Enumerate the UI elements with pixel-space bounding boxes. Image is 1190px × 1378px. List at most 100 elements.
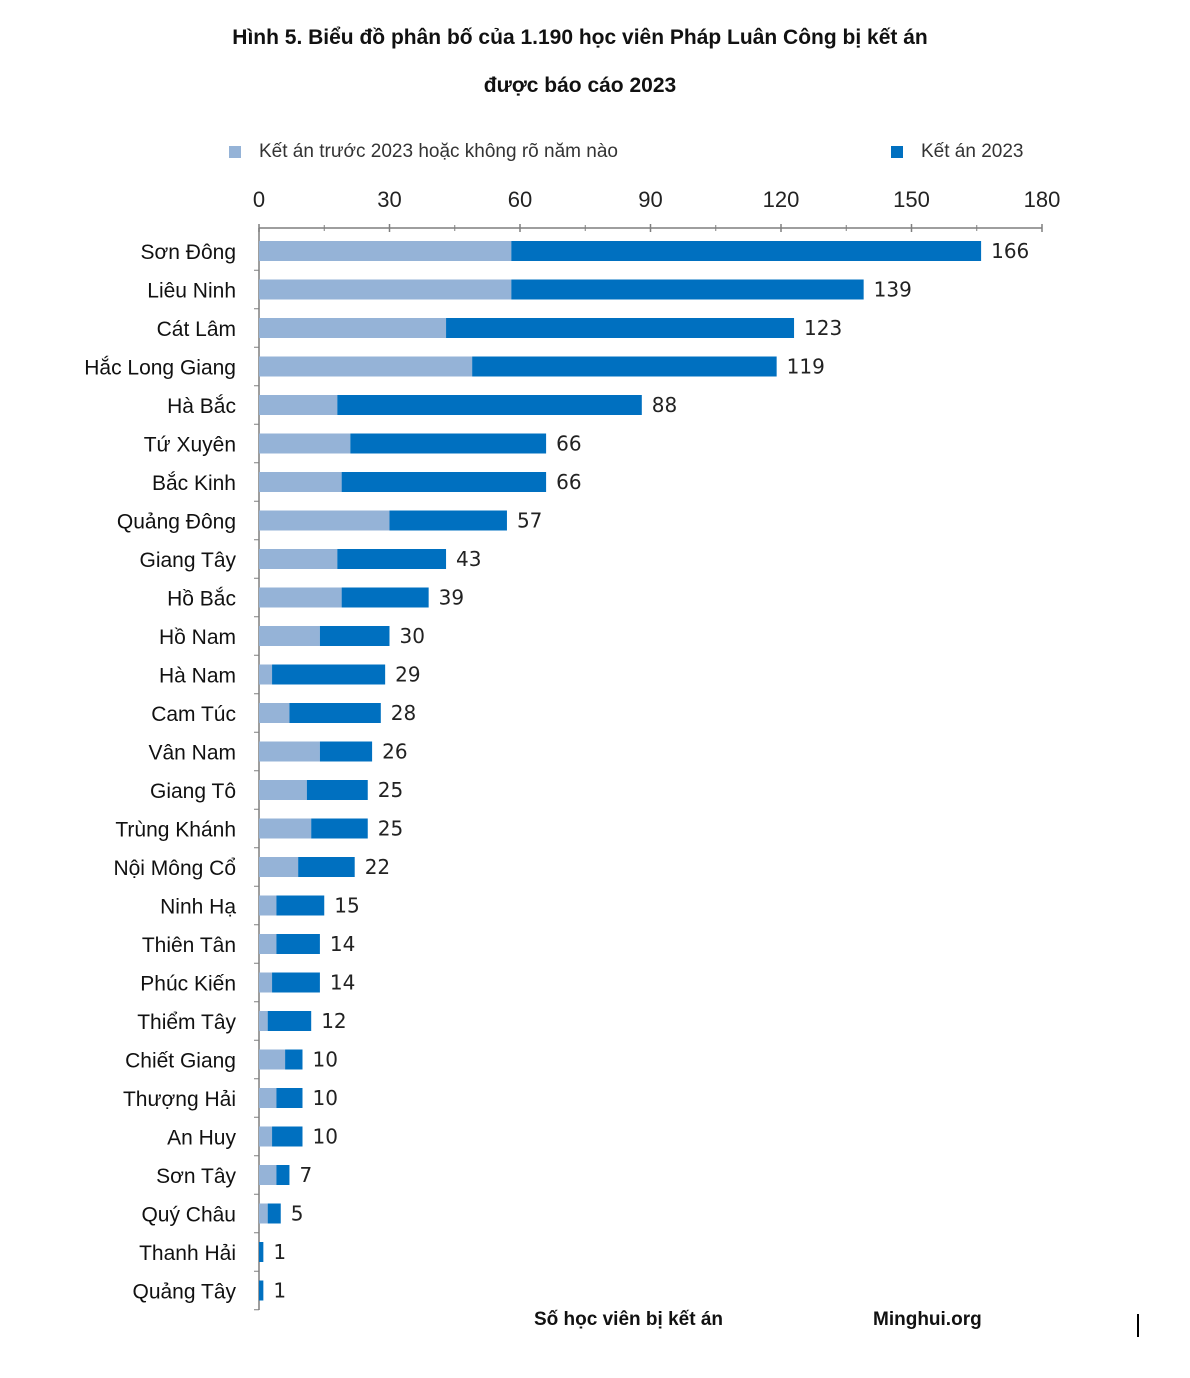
category-label: Cát Lâm xyxy=(157,318,236,341)
bar-prior xyxy=(259,318,447,338)
x-tick-label: 60 xyxy=(508,187,532,212)
category-label: Hà Nam xyxy=(159,665,236,688)
bar-prior xyxy=(259,1049,286,1070)
data-label-total: 14 xyxy=(330,932,355,956)
bar-prior xyxy=(259,1203,268,1224)
category-label: Hắc Long Giang xyxy=(84,357,236,380)
bar-2023 xyxy=(276,1165,290,1185)
bar-prior xyxy=(259,356,473,377)
category-label: Quảng Tây xyxy=(132,1281,236,1304)
bar-prior xyxy=(259,510,390,531)
bar-2023 xyxy=(276,934,320,954)
category-label: Ninh Hạ xyxy=(160,896,236,919)
bar-2023 xyxy=(389,510,507,531)
bar-prior xyxy=(259,549,338,569)
data-label-total: 15 xyxy=(334,894,359,918)
bar-2023 xyxy=(319,741,373,762)
data-label-total: 39 xyxy=(439,586,464,610)
bar-prior xyxy=(259,741,320,762)
bar-prior xyxy=(259,664,273,685)
category-label: Bắc Kinh xyxy=(152,472,236,495)
category-label: Giang Tô xyxy=(150,780,236,803)
bar-prior xyxy=(259,433,351,454)
bar-prior xyxy=(259,857,299,877)
data-label-total: 88 xyxy=(652,393,677,417)
x-tick-label: 0 xyxy=(253,187,265,212)
bar-2023 xyxy=(298,857,355,877)
bar-2023 xyxy=(267,1203,281,1224)
category-label: Tứ Xuyên xyxy=(144,434,236,457)
data-label-total: 25 xyxy=(378,778,403,802)
data-label-total: 28 xyxy=(391,701,416,725)
x-tick-label: 120 xyxy=(763,187,800,212)
data-label-total: 57 xyxy=(517,509,542,533)
data-label-total: 7 xyxy=(299,1163,312,1187)
category-label: Trùng Khánh xyxy=(115,819,236,842)
data-label-total: 139 xyxy=(874,278,912,302)
bar-2023 xyxy=(446,318,795,338)
bar-prior xyxy=(259,703,290,723)
category-label: Thanh Hải xyxy=(139,1242,236,1265)
bar-2023 xyxy=(337,395,642,415)
category-label: Cam Túc xyxy=(151,703,236,726)
source-label: Minghui.org xyxy=(873,1309,982,1330)
data-label-total: 14 xyxy=(330,971,355,995)
bar-prior xyxy=(259,1088,277,1108)
category-label: Chiết Giang xyxy=(125,1050,236,1073)
chart-title-line-1: Hình 5. Biểu đồ phân bố của 1.190 học vi… xyxy=(232,26,928,49)
bar-2023 xyxy=(276,1088,303,1108)
bar-prior xyxy=(259,1126,273,1147)
legend-label-2023: Kết án 2023 xyxy=(921,141,1024,162)
bar-2023 xyxy=(472,356,777,377)
category-label: Sơn Đông xyxy=(141,241,237,264)
x-axis-label: Số học viên bị kết án xyxy=(534,1309,723,1330)
bar-prior xyxy=(259,1165,277,1185)
bar-2023 xyxy=(259,1280,264,1301)
bar-prior xyxy=(259,395,338,415)
legend-swatch-prior xyxy=(229,146,241,158)
data-label-total: 22 xyxy=(365,855,390,879)
category-label: Vân Nam xyxy=(148,742,236,765)
bar-prior xyxy=(259,1011,268,1031)
category-label: Giang Tây xyxy=(140,549,237,572)
bar-2023 xyxy=(350,433,547,454)
data-label-total: 5 xyxy=(291,1202,304,1226)
bar-2023 xyxy=(272,1126,303,1147)
data-label-total: 123 xyxy=(804,316,842,340)
category-label: Phúc Kiến xyxy=(140,973,236,996)
category-label: Quý Châu xyxy=(141,1204,236,1227)
category-label: Thiên Tân xyxy=(142,934,236,957)
category-label: Sơn Tây xyxy=(156,1165,236,1188)
bar-2023 xyxy=(306,780,368,800)
data-label-total: 1 xyxy=(273,1240,286,1264)
category-label: Quảng Đông xyxy=(117,511,236,534)
data-label-total: 25 xyxy=(378,817,403,841)
bar-2023 xyxy=(285,1049,303,1070)
bar-2023 xyxy=(319,626,390,646)
data-label-total: 119 xyxy=(787,355,825,379)
bar-prior xyxy=(259,934,277,954)
bar-prior xyxy=(259,587,342,608)
bar-prior xyxy=(259,472,342,492)
data-label-total: 10 xyxy=(313,1048,338,1072)
bar-2023 xyxy=(311,818,368,839)
legend-item-2023: Kết án 2023 xyxy=(891,141,1023,163)
x-tick-label: 180 xyxy=(1024,187,1061,212)
chart-title-line-2: được báo cáo 2023 xyxy=(483,74,677,97)
text-cursor xyxy=(1137,1314,1139,1337)
category-label: Nội Mông Cổ xyxy=(113,857,236,880)
category-label: Thượng Hải xyxy=(123,1088,236,1111)
bar-2023 xyxy=(511,241,982,261)
data-label-total: 12 xyxy=(321,1009,346,1033)
data-label-total: 29 xyxy=(395,663,420,687)
data-label-total: 30 xyxy=(400,624,425,648)
bar-prior xyxy=(259,895,277,916)
bar-2023 xyxy=(289,703,381,723)
data-label-total: 43 xyxy=(456,547,481,571)
legend-swatch-2023 xyxy=(891,146,903,158)
bar-prior xyxy=(259,279,512,300)
bar-2023 xyxy=(272,664,386,685)
x-tick-label: 90 xyxy=(638,187,662,212)
data-label-total: 66 xyxy=(556,432,581,456)
